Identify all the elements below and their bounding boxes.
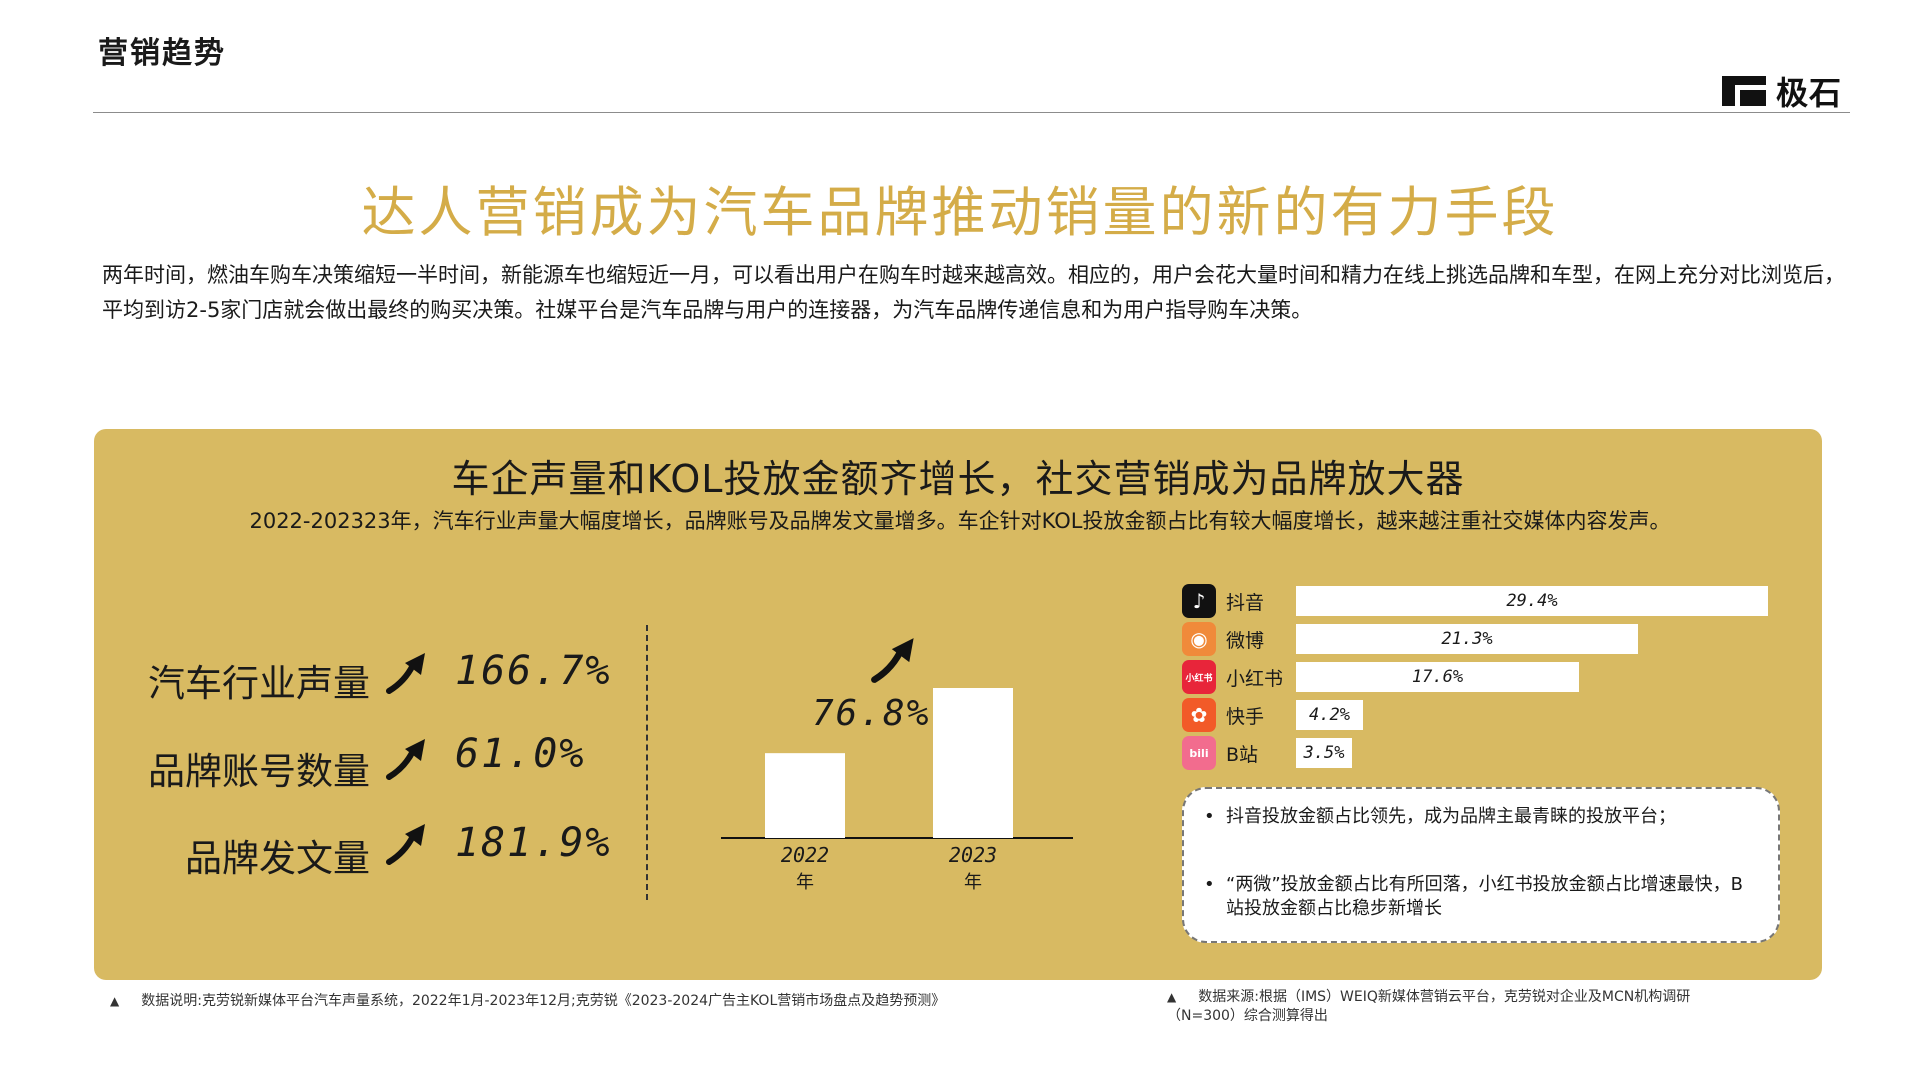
note-text: 抖音投放金额占比领先，成为品牌主最青睐的投放平台； — [1226, 806, 1676, 827]
page-title: 达人营销成为汽车品牌推动销量的新的有力手段 — [361, 181, 1559, 244]
brand-logo: 极石 — [1722, 68, 1842, 114]
platform-name: B站 — [1226, 743, 1259, 766]
platform-row: ♪ 抖音 29.4% — [1182, 584, 1768, 618]
platform-row: ◉ 微博 21.3% — [1182, 622, 1768, 656]
platform-name: 抖音 — [1226, 591, 1265, 614]
up-arrow-icon — [386, 824, 425, 865]
platform-value-label: 17.6% — [1411, 667, 1464, 687]
growth-annotation: 76.8% — [812, 693, 931, 734]
weibo-icon: ◉ — [1182, 622, 1216, 656]
footnote-text: （N=300）综合测算得出 — [1167, 1008, 1328, 1024]
triangle-icon: ▲ — [1167, 990, 1177, 1004]
metric-label: 品牌账号数量 — [148, 750, 370, 793]
notes-box: • 抖音投放金额占比领先，成为品牌主最青睐的投放平台； • “两微”投放金额占比有所… — [1182, 787, 1780, 943]
footnote-text: 数据来源:根据（IMS）WEIQ新媒体营销云平台，克劳锐对企业及MCN机构调研 — [1198, 989, 1691, 1005]
note-item: • “两微”投放金额占比有所回落，小红书投放金额占比增速最快，B站投放金额占比稳步… — [1204, 874, 1743, 919]
platform-bar: 29.4% — [1296, 586, 1768, 616]
platform-value-label: 21.3% — [1441, 629, 1493, 649]
triangle-icon: ▲ — [110, 994, 120, 1008]
platform-value-label: 29.4% — [1506, 591, 1558, 611]
bar-2023 — [933, 688, 1013, 838]
footnote-text: 数据说明:克劳锐新媒体平台汽车声量系统，2022年1月-2023年12月;克劳锐… — [141, 993, 946, 1009]
metric-value: 181.9% — [455, 820, 612, 866]
metric-label: 汽车行业声量 — [148, 662, 370, 705]
metric-value: 61.0% — [455, 731, 586, 777]
up-arrow-icon — [871, 638, 914, 683]
bilibili-icon: bili — [1182, 736, 1216, 770]
platform-bar: 17.6% — [1296, 662, 1579, 692]
xiaohongshu-icon: 小红书 — [1182, 660, 1216, 694]
platform-bar: 4.2% — [1296, 700, 1363, 730]
up-arrow-icon — [386, 653, 425, 694]
dashed-divider — [646, 625, 648, 900]
footnote-right: ▲ 数据来源:根据（IMS）WEIQ新媒体营销云平台，克劳锐对企业及MCN机构调研… — [1167, 988, 1807, 1026]
platform-value-label: 3.5% — [1303, 743, 1345, 763]
logo-text: 极石 — [1776, 74, 1843, 112]
up-arrow-icon — [386, 739, 425, 780]
x-tick-label: 2022 — [781, 843, 829, 867]
platform-value-label: 4.2% — [1309, 705, 1350, 725]
platform-row: 小红书 小红书 17.6% — [1182, 660, 1768, 694]
platform-bar: 21.3% — [1296, 624, 1638, 654]
x-tick-label: 2023 — [949, 843, 997, 867]
panel-title: 车企声量和KOL投放金额齐增长，社交营销成为品牌放大器 — [451, 457, 1465, 501]
bar-2022 — [765, 753, 845, 838]
section-title: 营销趋势 — [98, 36, 226, 71]
note-item: • 抖音投放金额占比领先，成为品牌主最青睐的投放平台； — [1204, 806, 1676, 827]
x-tick-suffix: 年 — [964, 872, 982, 893]
metric-row: 品牌发文量 — [70, 828, 370, 882]
note-text: “两微”投放金额占比有所回落，小红书投放金额占比增速最快，B站投放金额占比稳步新… — [1226, 874, 1743, 919]
platform-row: ✿ 快手 4.2% — [1182, 698, 1768, 732]
header-divider — [93, 112, 1850, 113]
platform-name: 小红书 — [1226, 667, 1284, 690]
platform-bar-chart: ♪ 抖音 29.4% ◉ 微博 21.3% 小红书 小红书 17.6% ✿ 快手 4.2% bili B站… — [1182, 584, 1768, 775]
platform-bar: 3.5% — [1296, 738, 1352, 768]
metric-value: 166.7% — [455, 648, 612, 694]
kuaishou-icon: ✿ — [1182, 698, 1216, 732]
footnote-left: ▲ 数据说明:克劳锐新媒体平台汽车声量系统，2022年1月-2023年12月;克劳… — [110, 992, 945, 1011]
platform-row: bili B站 3.5% — [1182, 736, 1768, 770]
douyin-icon: ♪ — [1182, 584, 1216, 618]
metric-label: 品牌发文量 — [185, 837, 370, 880]
metric-row: 品牌账号数量 — [70, 741, 370, 795]
platform-name: 快手 — [1226, 705, 1265, 728]
metric-row: 汽车行业声量 — [70, 653, 370, 707]
kol-growth-chart: 2022 年 2023 年 — [721, 688, 1073, 893]
panel-subtitle: 2022-202323年，汽车行业声量大幅度增长，品牌账号及品牌发文量增多。车企… — [249, 509, 1671, 533]
intro-paragraph: 两年时间，燃油车购车决策缩短一半时间，新能源车也缩短近一月，可以看出用户在购车时… — [102, 263, 1845, 322]
x-tick-suffix: 年 — [796, 872, 814, 893]
platform-name: 微博 — [1226, 629, 1265, 652]
logo-mark-icon — [1722, 76, 1766, 106]
